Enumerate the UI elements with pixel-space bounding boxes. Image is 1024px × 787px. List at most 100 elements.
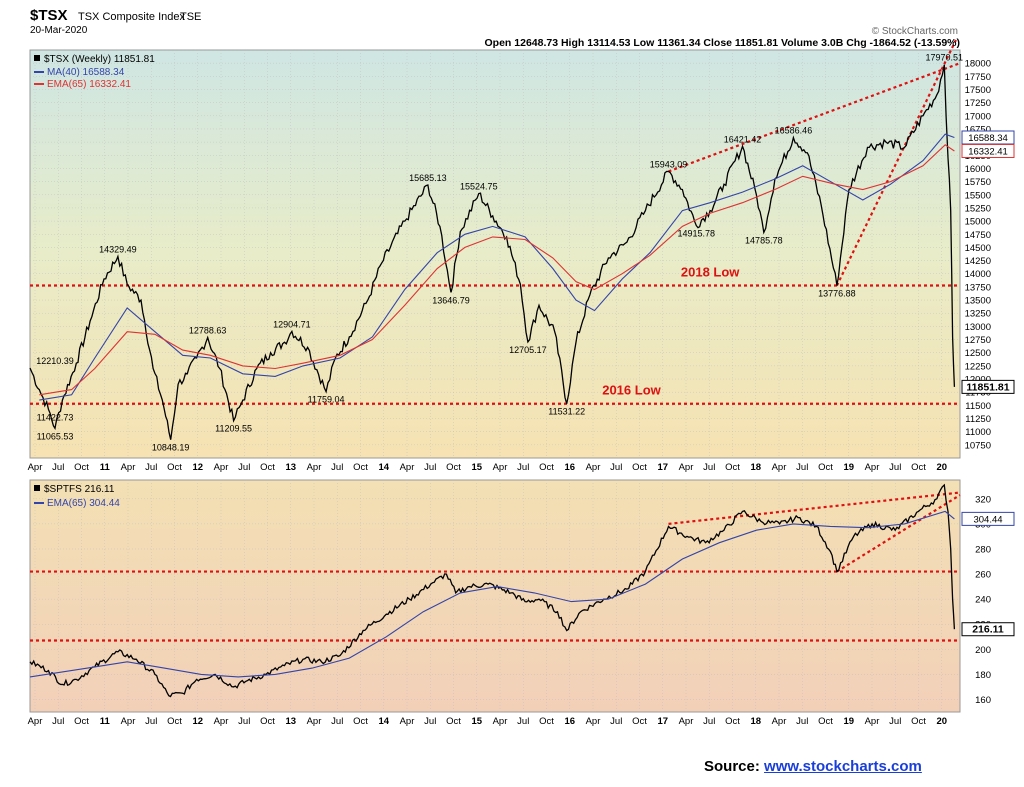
x-tick-label: Apr (400, 716, 415, 727)
trend-line (668, 62, 961, 173)
legend-ma: MA(40) 16588.34 (47, 67, 125, 78)
main-panel-bg (29, 49, 961, 459)
legend-price: $TSX (Weekly) 11851.81 (44, 54, 155, 65)
current-value-label: 16588.34 (961, 130, 1015, 145)
x-tick-label: 11 (100, 462, 111, 473)
x-tick-label: Apr (679, 716, 694, 727)
x-tick-label: Jul (610, 462, 622, 473)
y-tick-label: 14750 (965, 230, 991, 241)
x-tick-label: Oct (818, 716, 833, 727)
x-tick-label: Apr (121, 462, 136, 473)
x-tick-label: Oct (632, 716, 647, 727)
x-tick-label: Oct (725, 716, 740, 727)
y-tick-label: 14250 (965, 256, 991, 267)
x-tick-label: Jul (238, 716, 250, 727)
y-tick-label: 180 (975, 670, 991, 681)
x-tick-label: 12 (192, 462, 203, 473)
y-tick-label: 13250 (965, 309, 991, 320)
x-tick-label: Oct (632, 462, 647, 473)
x-tick-label: Apr (28, 462, 43, 473)
trend-line (668, 491, 961, 525)
y-tick-label: 13000 (965, 322, 991, 333)
lower-legend-price: $SPTFS 216.11 (44, 484, 115, 495)
source-link[interactable]: www.stockcharts.com (764, 758, 922, 775)
x-tick-label: 19 (843, 462, 854, 473)
x-tick-label: Apr (400, 462, 415, 473)
y-tick-label: 17500 (965, 85, 991, 96)
current-value-text: 16332.41 (968, 146, 1008, 157)
price-annotation: 12788.63 (189, 326, 227, 336)
x-tick-label: 15 (471, 462, 482, 473)
index-name: TSX Composite Index (78, 11, 185, 23)
y-tick-label: 17250 (965, 98, 991, 109)
y-tick-label: 12500 (965, 348, 991, 359)
x-tick-label: 18 (750, 716, 761, 727)
x-tick-label: Jul (703, 462, 715, 473)
level-label: 2018 Low (681, 265, 740, 280)
x-tick-label: Jul (796, 716, 808, 727)
legend-ema: EMA(65) 16332.41 (47, 79, 131, 90)
x-tick-label: Jul (331, 716, 343, 727)
current-value-label: 304.44 (961, 511, 1015, 526)
ema-series-line (39, 144, 955, 396)
x-tick-label: 17 (657, 462, 668, 473)
y-tick-label: 11000 (965, 427, 991, 438)
x-tick-label: 14 (378, 716, 389, 727)
main-panel-levels: 2018 Low 2016 Low (30, 39, 961, 405)
x-tick-label: Apr (865, 462, 880, 473)
x-tick-label: Apr (586, 462, 601, 473)
date-label: 20-Mar-2020 (30, 25, 88, 36)
price-annotation: 14915.78 (677, 229, 715, 239)
x-tick-label: Apr (493, 462, 508, 473)
price-annotation: 11759.04 (308, 395, 345, 405)
main-panel-y-axis: 1075011000112501150011750120001225012500… (961, 59, 1015, 451)
x-tick-label: Jul (424, 462, 436, 473)
price-annotation: 11209.55 (215, 424, 252, 434)
lower-legend-ema: EMA(65) 304.44 (47, 498, 120, 509)
x-tick-label: Oct (911, 462, 926, 473)
price-series-line (29, 483, 956, 698)
price-annotation: 15943.09 (650, 159, 688, 169)
lower-panel-levels (30, 491, 961, 642)
x-tick-label: Oct (167, 462, 182, 473)
price-annotation: 10848.19 (152, 443, 190, 453)
symbol-title: $TSX (30, 7, 68, 24)
price-annotation: 14785.78 (745, 235, 783, 245)
price-annotation: 12904.71 (273, 319, 311, 329)
y-tick-label: 200 (975, 645, 991, 656)
main-panel-annotations: 12210.39 11422.73 11065.53 14329.49 10848.19… (36, 53, 963, 453)
x-tick-label: Jul (517, 716, 529, 727)
y-tick-label: 14000 (965, 269, 991, 280)
x-tick-label: 13 (285, 716, 296, 727)
price-annotation: 11065.53 (37, 431, 74, 441)
x-tick-label: Apr (493, 716, 508, 727)
current-value-label: 11851.81 (961, 379, 1015, 394)
current-value-label: 16332.41 (961, 143, 1015, 158)
ema-series-line (29, 510, 955, 678)
x-tick-label: Jul (145, 716, 157, 727)
x-tick-label: Jul (796, 462, 808, 473)
y-tick-label: 12250 (965, 361, 991, 372)
x-tick-label: Apr (586, 716, 601, 727)
x-tick-label: Jul (703, 716, 715, 727)
x-tick-label: Oct (539, 716, 554, 727)
main-panel-grid (30, 50, 960, 458)
x-tick-label: Apr (214, 716, 229, 727)
y-tick-label: 16000 (965, 164, 991, 175)
x-tick-label: 16 (564, 716, 575, 727)
x-tick-label: 16 (564, 462, 575, 473)
y-tick-label: 15500 (965, 190, 991, 201)
level-label: 2016 Low (602, 383, 661, 398)
x-tick-label: Oct (167, 716, 182, 727)
y-tick-label: 13500 (965, 296, 991, 307)
y-tick-label: 10750 (965, 440, 991, 451)
y-tick-label: 11250 (965, 414, 991, 425)
x-tick-label: Apr (307, 716, 322, 727)
current-value-text: 304.44 (973, 514, 1002, 525)
price-annotation: 14329.49 (99, 244, 137, 254)
x-tick-label: Jul (517, 462, 529, 473)
x-tick-label: Apr (772, 462, 787, 473)
main-panel-x-axis: Apr Jul Oct 11 Apr Jul Oct 12 Apr Jul Oct 13 Apr Jul O… (28, 462, 947, 473)
y-tick-label: 17750 (965, 72, 991, 83)
